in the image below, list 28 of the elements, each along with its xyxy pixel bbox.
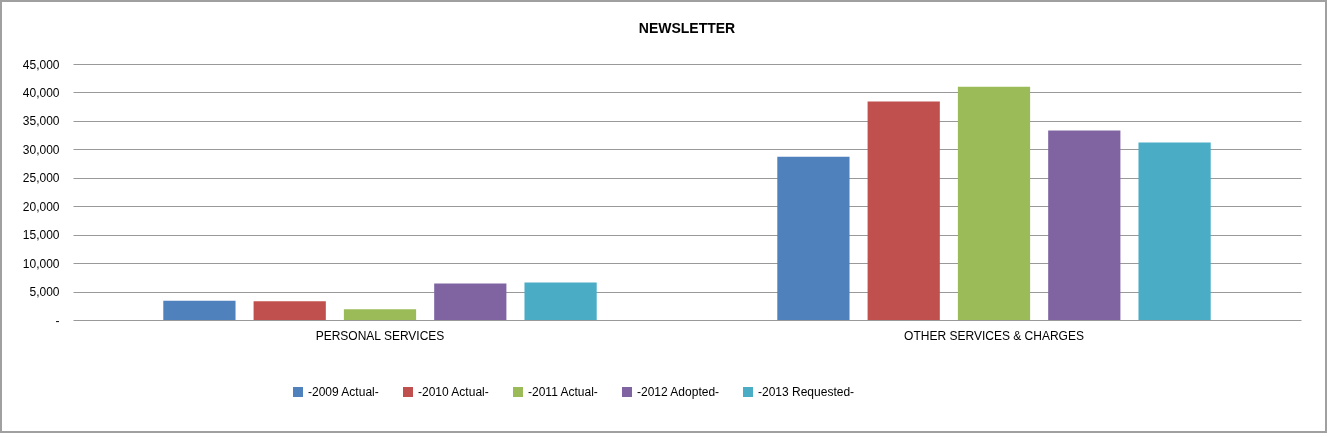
y-tick-label: 5,000 bbox=[29, 285, 60, 300]
legend-label: -2011 Actual- bbox=[528, 385, 598, 399]
y-tick-label: 20,000 bbox=[22, 199, 60, 214]
chart-title: NEWSLETTER bbox=[638, 20, 736, 36]
bar bbox=[253, 301, 326, 320]
bar bbox=[957, 86, 1031, 320]
bar bbox=[777, 156, 850, 320]
legend-label: -2012 Adopted- bbox=[637, 385, 720, 399]
y-tick-label: - bbox=[55, 313, 60, 328]
x-tick-label: OTHER SERVICES & CHARGES bbox=[904, 328, 1084, 343]
y-tick-label: 25,000 bbox=[22, 171, 60, 186]
y-tick-label: 30,000 bbox=[22, 142, 60, 157]
bar bbox=[1138, 142, 1211, 320]
y-tick-label: 40,000 bbox=[22, 85, 60, 100]
y-tick-label: 15,000 bbox=[22, 228, 60, 243]
bar bbox=[524, 282, 597, 320]
bar bbox=[1048, 130, 1121, 320]
bar bbox=[434, 283, 507, 320]
y-tick-label: 10,000 bbox=[22, 256, 60, 271]
bar bbox=[163, 300, 236, 320]
bar bbox=[343, 309, 417, 320]
legend-label: -2009 Actual- bbox=[308, 385, 379, 399]
y-tick-label: 45,000 bbox=[22, 57, 60, 72]
bar bbox=[867, 101, 940, 320]
legend-label: -2013 Requested- bbox=[758, 385, 855, 399]
y-tick-label: 35,000 bbox=[22, 114, 60, 129]
legend-label: -2010 Actual- bbox=[418, 385, 489, 399]
x-tick-label: PERSONAL SERVICES bbox=[315, 328, 445, 343]
